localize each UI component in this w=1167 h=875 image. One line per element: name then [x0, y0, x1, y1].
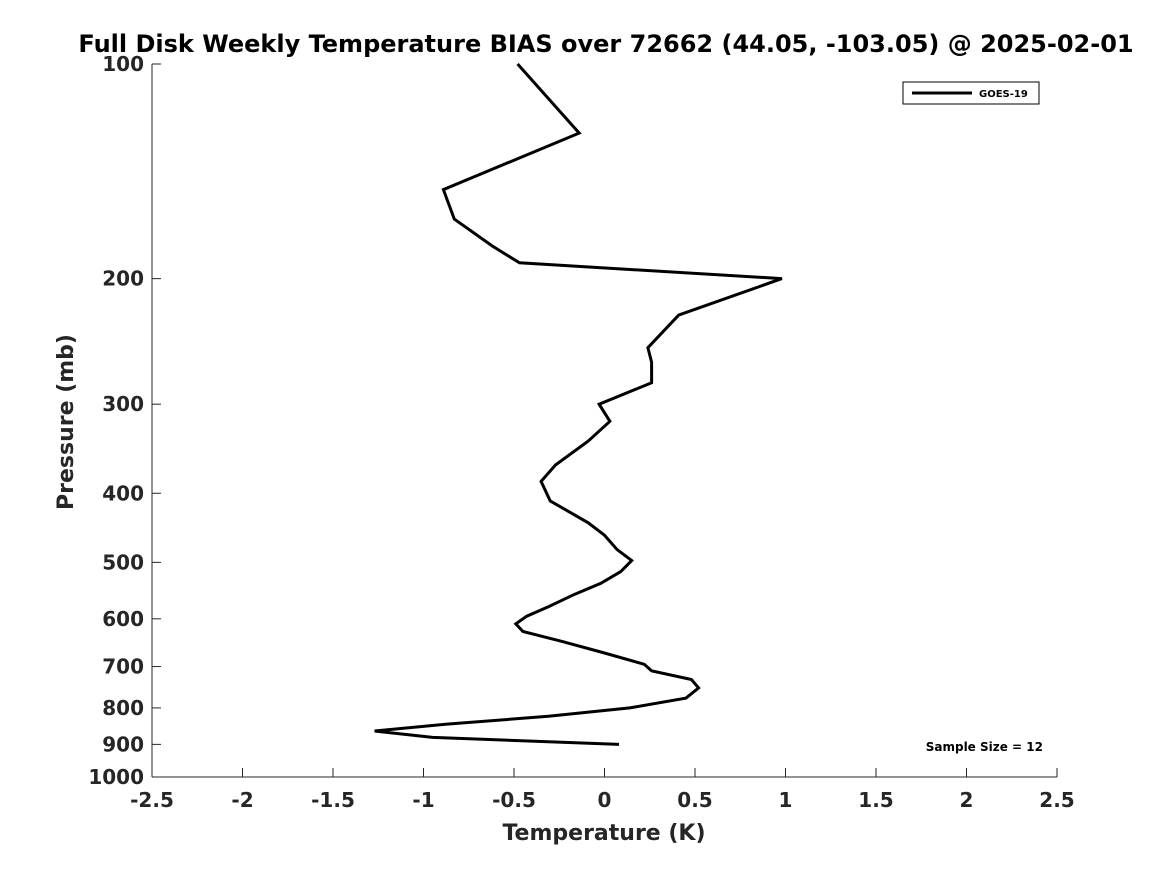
- x-tick-label: 0: [598, 788, 612, 812]
- x-tick-label: 0.5: [677, 788, 712, 812]
- y-tick-label: 300: [102, 392, 144, 416]
- x-tick-label: -1.5: [311, 788, 355, 812]
- chart-title: Full Disk Weekly Temperature BIAS over 7…: [78, 30, 1133, 58]
- x-axis-label: Temperature (K): [502, 821, 705, 846]
- y-tick-label: 700: [102, 655, 144, 679]
- series-layer: [374, 63, 783, 746]
- x-tick-label: -2: [231, 788, 253, 812]
- y-tick-label: 600: [102, 607, 144, 631]
- y-tick-label: 400: [102, 481, 144, 505]
- x-tick-label: -0.5: [492, 788, 536, 812]
- plot-area: [152, 64, 1057, 777]
- legend-label-goes-19: GOES-19: [979, 89, 1028, 100]
- series-line-goes-19: [374, 63, 783, 746]
- y-tick-label: 500: [102, 550, 144, 574]
- sample-size-annotation: Sample Size = 12: [926, 740, 1043, 754]
- x-axis-ticks: -2.5 -2 -1.5 -1 -0.5 0 0.5 1 1.5 2 2.5: [130, 768, 1075, 812]
- x-tick-label: 2.5: [1039, 788, 1074, 812]
- x-tick-label: -1: [412, 788, 434, 812]
- legend: GOES-19: [902, 81, 1040, 105]
- y-tick-label: 200: [102, 267, 144, 291]
- y-tick-label: 1000: [88, 765, 144, 789]
- y-axis-ticks: 100 200 300 400 500 600 700 800 900 1000: [88, 52, 161, 789]
- y-tick-label: 900: [102, 732, 144, 756]
- x-tick-label: -2.5: [130, 788, 174, 812]
- y-tick-label: 100: [102, 52, 144, 76]
- y-axis-label: Pressure (mb): [54, 334, 79, 510]
- y-tick-label: 800: [102, 696, 144, 720]
- x-tick-label: 1: [779, 788, 793, 812]
- x-tick-label: 2: [960, 788, 974, 812]
- x-tick-label: 1.5: [858, 788, 893, 812]
